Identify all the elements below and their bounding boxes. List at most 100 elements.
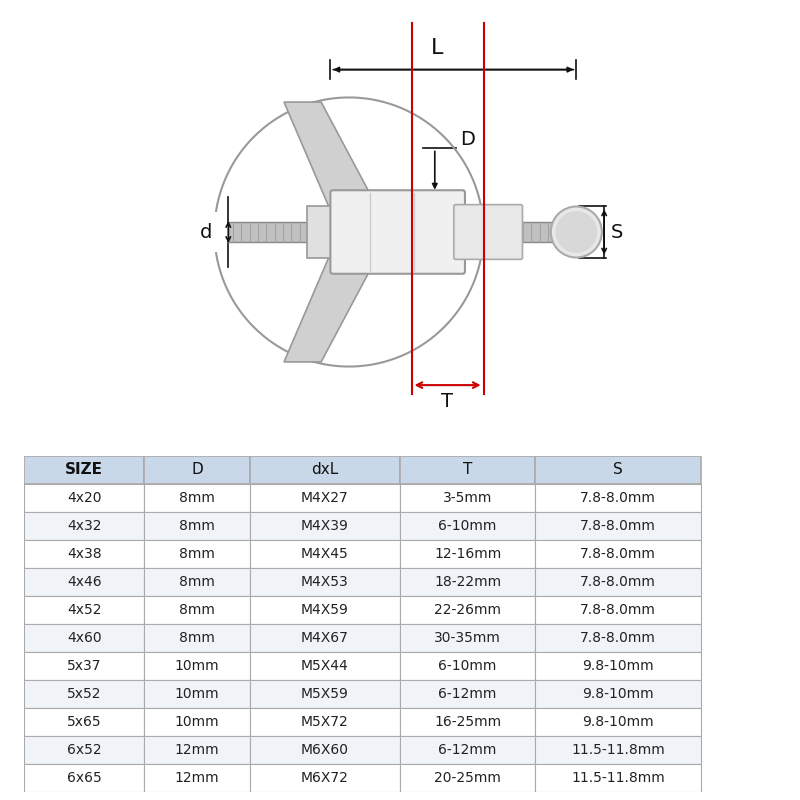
FancyBboxPatch shape (250, 456, 400, 484)
Text: 8mm: 8mm (179, 603, 215, 617)
FancyBboxPatch shape (535, 652, 701, 680)
Circle shape (551, 206, 602, 258)
FancyBboxPatch shape (535, 456, 701, 484)
Text: M4X67: M4X67 (301, 631, 349, 645)
FancyBboxPatch shape (535, 540, 701, 568)
FancyBboxPatch shape (535, 484, 701, 512)
FancyBboxPatch shape (400, 652, 535, 680)
FancyBboxPatch shape (144, 512, 250, 540)
Text: 8mm: 8mm (179, 631, 215, 645)
Text: D: D (191, 462, 203, 478)
FancyBboxPatch shape (535, 512, 701, 540)
Text: 7.8-8.0mm: 7.8-8.0mm (580, 631, 656, 645)
FancyBboxPatch shape (400, 624, 535, 652)
Text: 7.8-8.0mm: 7.8-8.0mm (580, 491, 656, 505)
Text: M6X72: M6X72 (301, 771, 349, 785)
FancyBboxPatch shape (144, 456, 250, 484)
Text: 7.8-8.0mm: 7.8-8.0mm (580, 519, 656, 533)
Text: 7.8-8.0mm: 7.8-8.0mm (580, 547, 656, 561)
Text: 12mm: 12mm (174, 771, 219, 785)
Text: 11.5-11.8mm: 11.5-11.8mm (571, 771, 665, 785)
Text: 7.8-8.0mm: 7.8-8.0mm (580, 603, 656, 617)
FancyBboxPatch shape (400, 512, 535, 540)
Text: 8mm: 8mm (179, 547, 215, 561)
Text: 8mm: 8mm (179, 519, 215, 533)
Text: 9.8-10mm: 9.8-10mm (582, 687, 654, 701)
FancyBboxPatch shape (454, 205, 522, 259)
FancyBboxPatch shape (535, 764, 701, 792)
Text: 4x46: 4x46 (67, 575, 102, 589)
Text: 22-26mm: 22-26mm (434, 603, 501, 617)
Text: 5x65: 5x65 (67, 715, 102, 729)
FancyBboxPatch shape (144, 736, 250, 764)
FancyBboxPatch shape (400, 680, 535, 708)
FancyBboxPatch shape (535, 736, 701, 764)
Text: 10mm: 10mm (174, 715, 219, 729)
FancyBboxPatch shape (250, 680, 400, 708)
FancyBboxPatch shape (144, 568, 250, 596)
FancyBboxPatch shape (144, 624, 250, 652)
Text: T: T (442, 392, 454, 411)
FancyBboxPatch shape (250, 484, 400, 512)
Text: 4x60: 4x60 (67, 631, 102, 645)
FancyBboxPatch shape (24, 596, 144, 624)
FancyBboxPatch shape (24, 624, 144, 652)
FancyBboxPatch shape (535, 596, 701, 624)
Text: 12mm: 12mm (174, 743, 219, 757)
FancyBboxPatch shape (250, 512, 400, 540)
FancyBboxPatch shape (228, 222, 317, 242)
Text: 6-12mm: 6-12mm (438, 687, 497, 701)
FancyBboxPatch shape (250, 624, 400, 652)
Text: S: S (614, 462, 623, 478)
FancyBboxPatch shape (144, 540, 250, 568)
FancyBboxPatch shape (24, 764, 144, 792)
Text: M5X59: M5X59 (301, 687, 349, 701)
FancyBboxPatch shape (24, 680, 144, 708)
Text: 6-12mm: 6-12mm (438, 743, 497, 757)
FancyBboxPatch shape (250, 540, 400, 568)
FancyBboxPatch shape (144, 484, 250, 512)
FancyBboxPatch shape (144, 764, 250, 792)
Text: D: D (460, 130, 475, 149)
FancyBboxPatch shape (400, 568, 535, 596)
FancyBboxPatch shape (400, 540, 535, 568)
FancyBboxPatch shape (24, 484, 144, 512)
Text: dxL: dxL (311, 462, 338, 478)
Text: 4x20: 4x20 (67, 491, 102, 505)
FancyBboxPatch shape (250, 596, 400, 624)
Text: 9.8-10mm: 9.8-10mm (582, 715, 654, 729)
FancyBboxPatch shape (144, 680, 250, 708)
Text: 18-22mm: 18-22mm (434, 575, 502, 589)
FancyBboxPatch shape (400, 456, 535, 484)
Text: 6-10mm: 6-10mm (438, 519, 497, 533)
FancyBboxPatch shape (400, 708, 535, 736)
FancyBboxPatch shape (24, 456, 144, 484)
Text: 6-10mm: 6-10mm (438, 659, 497, 673)
FancyBboxPatch shape (24, 540, 144, 568)
FancyBboxPatch shape (400, 484, 535, 512)
Text: M4X59: M4X59 (301, 603, 349, 617)
FancyBboxPatch shape (400, 596, 535, 624)
Text: M4X27: M4X27 (301, 491, 349, 505)
FancyBboxPatch shape (250, 652, 400, 680)
FancyBboxPatch shape (24, 652, 144, 680)
Text: S: S (611, 222, 623, 242)
FancyBboxPatch shape (535, 708, 701, 736)
FancyBboxPatch shape (535, 680, 701, 708)
FancyBboxPatch shape (24, 736, 144, 764)
Text: 9.8-10mm: 9.8-10mm (582, 659, 654, 673)
Text: M5X44: M5X44 (301, 659, 349, 673)
FancyBboxPatch shape (307, 206, 333, 258)
FancyBboxPatch shape (24, 708, 144, 736)
Text: 3-5mm: 3-5mm (443, 491, 492, 505)
Text: 8mm: 8mm (179, 575, 215, 589)
FancyBboxPatch shape (24, 568, 144, 596)
Text: d: d (200, 222, 212, 242)
Text: T: T (463, 462, 472, 478)
Text: 10mm: 10mm (174, 659, 219, 673)
Text: M4X53: M4X53 (301, 575, 349, 589)
FancyBboxPatch shape (535, 624, 701, 652)
Text: 10mm: 10mm (174, 687, 219, 701)
FancyBboxPatch shape (250, 736, 400, 764)
Text: M5X72: M5X72 (301, 715, 349, 729)
